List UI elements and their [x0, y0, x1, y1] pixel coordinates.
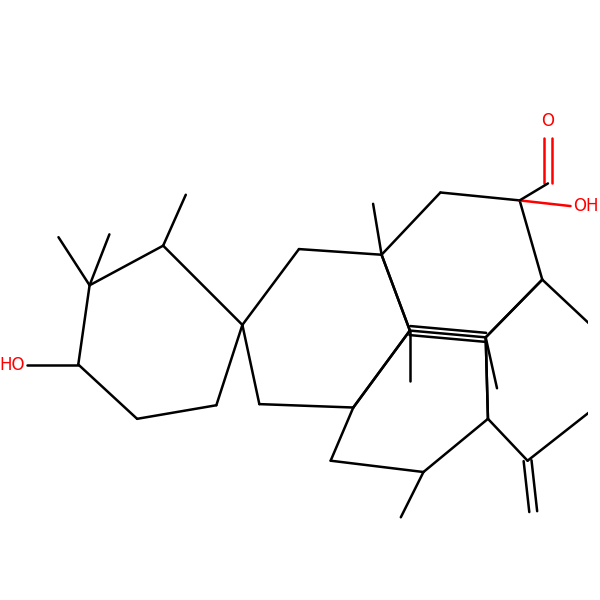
Text: O: O: [541, 112, 554, 130]
Text: HO: HO: [0, 356, 25, 374]
Text: OH: OH: [574, 197, 599, 215]
